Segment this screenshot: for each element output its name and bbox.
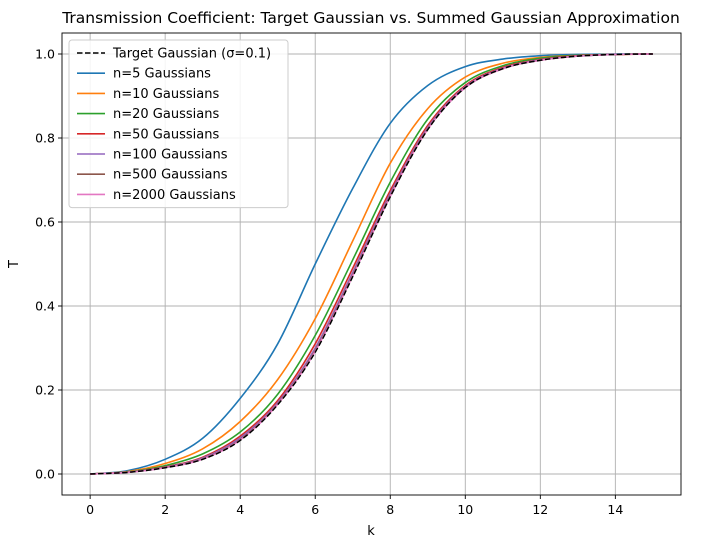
x-tick-label: 14 xyxy=(607,502,623,517)
x-axis: 0 2 4 6 8 10 12 14 xyxy=(86,495,623,517)
x-tick-label: 10 xyxy=(457,502,473,517)
y-tick-label: 0.6 xyxy=(35,215,55,230)
legend: Target Gaussian (σ=0.1) n=5 Gaussians n=10… xyxy=(68,39,289,209)
legend-label: n=20 Gaussians xyxy=(113,107,219,122)
x-tick-label: 4 xyxy=(236,502,244,517)
y-tick-label: 1.0 xyxy=(35,47,55,62)
legend-label: n=500 Gaussians xyxy=(113,168,228,183)
x-tick-label: 8 xyxy=(386,502,394,517)
legend-box xyxy=(68,39,289,209)
legend-label: n=100 Gaussians xyxy=(113,148,228,163)
series-line-n-20-gaussians xyxy=(90,53,653,475)
y-axis: 0.0 0.2 0.4 0.6 0.8 1.0 xyxy=(35,47,62,482)
x-tick-label: 0 xyxy=(86,502,94,517)
plot-frame xyxy=(61,32,682,496)
legend-label: n=2000 Gaussians xyxy=(113,188,236,203)
x-tick-label: 12 xyxy=(532,502,548,517)
legend-label: Target Gaussian (σ=0.1) xyxy=(112,47,271,62)
series-line-target-gaussian-0-1 xyxy=(90,53,653,475)
x-tick-label: 2 xyxy=(161,502,169,517)
x-axis-label: k xyxy=(367,524,375,539)
legend-label: n=5 Gaussians xyxy=(113,67,211,82)
y-tick-label: 0.4 xyxy=(35,299,55,314)
series-line-n-5-gaussians xyxy=(90,53,653,475)
legend-label: n=50 Gaussians xyxy=(113,127,219,142)
legend-label: n=10 Gaussians xyxy=(113,87,219,102)
y-axis-label: T xyxy=(7,260,22,269)
x-tick-label: 6 xyxy=(311,502,319,517)
chart-title: Transmission Coefficient: Target Gaussia… xyxy=(61,9,680,27)
y-tick-label: 0.8 xyxy=(35,131,55,146)
series-lines xyxy=(90,53,653,475)
y-tick-label: 0.0 xyxy=(35,467,55,482)
y-tick-label: 0.2 xyxy=(35,383,55,398)
